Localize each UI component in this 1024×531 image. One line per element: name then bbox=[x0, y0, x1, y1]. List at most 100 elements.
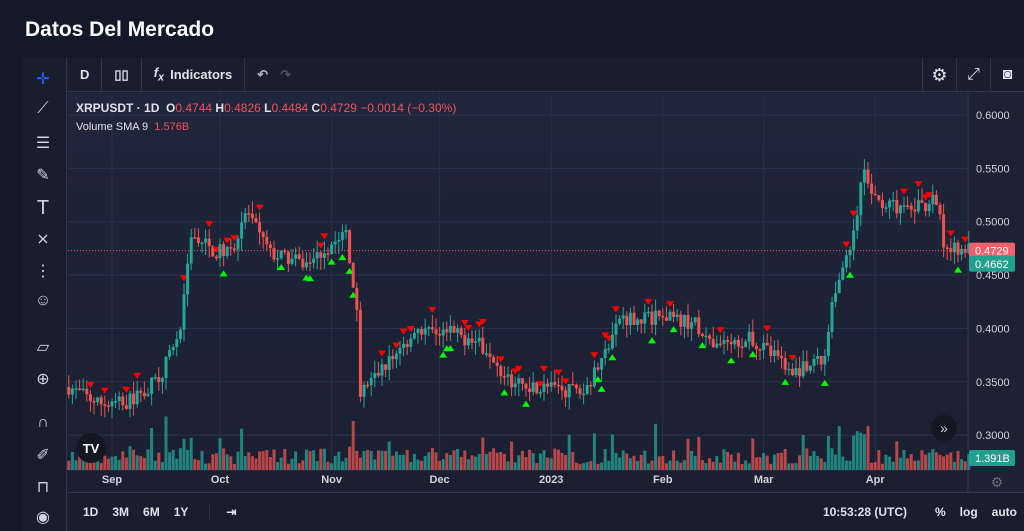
sell-signal-icon bbox=[561, 378, 570, 385]
range-1d[interactable]: 1D bbox=[83, 505, 99, 519]
volume-bar bbox=[762, 453, 766, 470]
brush-icon[interactable]: ✎ bbox=[36, 167, 50, 184]
price-axis[interactable] bbox=[968, 93, 1024, 492]
time-tick: Feb bbox=[653, 474, 673, 486]
magnet-icon[interactable]: ∩ bbox=[37, 414, 49, 431]
candle bbox=[456, 324, 460, 343]
fullscreen-icon[interactable]: ⤢ bbox=[956, 58, 990, 92]
candle bbox=[265, 230, 269, 251]
percent-toggle[interactable]: % bbox=[934, 505, 946, 519]
candle bbox=[481, 326, 485, 356]
log-toggle[interactable]: log bbox=[959, 505, 978, 519]
candle bbox=[553, 370, 557, 388]
candle bbox=[898, 204, 902, 225]
buy-signal-icon bbox=[727, 357, 736, 364]
price-tick: 0.5000 bbox=[976, 217, 1010, 229]
unlock-icon[interactable]: ⊓ bbox=[36, 479, 50, 496]
candle bbox=[243, 208, 247, 230]
volume-bar bbox=[456, 448, 460, 470]
candle bbox=[384, 364, 388, 378]
volume-bar bbox=[124, 457, 128, 470]
candle bbox=[186, 253, 190, 307]
candle bbox=[960, 245, 964, 261]
candle bbox=[132, 381, 136, 416]
volume-bar bbox=[618, 457, 622, 470]
candle bbox=[765, 333, 769, 346]
volume-bar bbox=[916, 460, 920, 470]
range-1y[interactable]: 1Y bbox=[173, 505, 189, 519]
volume-bar bbox=[848, 460, 852, 470]
goto-date-icon[interactable]: ⇥ bbox=[209, 505, 243, 519]
volume-bar bbox=[607, 460, 611, 470]
volume-bar bbox=[632, 455, 636, 470]
prediction-icon[interactable]: ⋮ bbox=[35, 263, 51, 280]
scroll-to-realtime-button[interactable] bbox=[931, 415, 957, 441]
symbol[interactable]: XRPUSDT bbox=[76, 101, 134, 115]
emoji-icon[interactable]: ☺ bbox=[34, 292, 52, 309]
candle bbox=[632, 305, 636, 326]
clock[interactable]: 10:53:28 (UTC) bbox=[822, 505, 907, 519]
volume-bar bbox=[438, 461, 442, 470]
candle bbox=[142, 381, 146, 400]
indicators-button[interactable]: fx Indicators bbox=[142, 57, 246, 92]
range-6m[interactable]: 6M bbox=[143, 505, 160, 519]
range-3m[interactable]: 3M bbox=[112, 505, 130, 519]
c-label: C bbox=[311, 101, 321, 115]
volume-bar bbox=[556, 449, 560, 470]
volume-bar bbox=[942, 456, 946, 470]
sell-signal-icon bbox=[428, 306, 437, 313]
volume-bar bbox=[463, 450, 467, 470]
chart-pane[interactable] bbox=[68, 93, 968, 492]
candle bbox=[286, 250, 290, 272]
auto-toggle[interactable]: auto bbox=[991, 505, 1017, 519]
price-chart[interactable]: 0.6000 0.5500 0.5000 0.4500 0.4000 0.3500 0.30… bbox=[22, 58, 1024, 531]
zoom-in-icon[interactable]: ⊕ bbox=[36, 371, 50, 388]
eye-icon[interactable]: ◉ bbox=[36, 509, 50, 526]
candle bbox=[528, 376, 532, 402]
candle bbox=[855, 205, 859, 239]
change-value: −0.0014 (−0.30%) bbox=[360, 101, 457, 115]
text-icon[interactable]: T bbox=[36, 196, 50, 219]
candle bbox=[639, 319, 643, 334]
volume-bar bbox=[888, 456, 892, 470]
candle bbox=[729, 333, 733, 354]
candle bbox=[319, 250, 323, 271]
time-tick: Dec bbox=[430, 474, 450, 486]
volume-bar bbox=[866, 426, 870, 470]
candle bbox=[146, 387, 150, 397]
candle bbox=[808, 365, 812, 374]
trend-line-icon[interactable]: ⟋ bbox=[37, 100, 49, 117]
candle bbox=[297, 246, 301, 261]
volume-bar bbox=[96, 455, 100, 470]
volume-bar bbox=[315, 460, 319, 470]
candle bbox=[409, 334, 413, 353]
fib-icon[interactable]: ☰ bbox=[35, 135, 51, 152]
camera-icon[interactable]: ◙ bbox=[990, 58, 1024, 92]
volume-bar bbox=[70, 451, 74, 470]
volume-bar bbox=[164, 416, 168, 470]
candle bbox=[834, 281, 838, 308]
pattern-icon[interactable]: ⨯ bbox=[36, 231, 50, 248]
volume-bar bbox=[535, 463, 539, 470]
lock-drawing-icon[interactable]: ✐ bbox=[36, 447, 50, 464]
interval-button[interactable]: D bbox=[68, 57, 103, 92]
volume-bar bbox=[369, 450, 373, 470]
candle bbox=[463, 327, 467, 356]
crosshair-icon[interactable]: ✛ bbox=[36, 71, 50, 88]
time-tick: Mar bbox=[754, 474, 774, 486]
volume-bar bbox=[538, 453, 542, 470]
volume-bar bbox=[949, 452, 953, 470]
tradingview-logo[interactable] bbox=[76, 433, 106, 463]
axis-settings-icon[interactable]: ⚙ bbox=[991, 474, 1004, 490]
candles-icon[interactable]: ▯▯ bbox=[102, 57, 142, 92]
volume-bar bbox=[819, 458, 823, 470]
volume-bar bbox=[477, 453, 481, 470]
candle bbox=[236, 235, 240, 262]
sell-signal-icon bbox=[612, 306, 620, 313]
candle bbox=[168, 344, 172, 360]
ruler-icon[interactable]: ▱ bbox=[36, 339, 50, 356]
volume-bar bbox=[247, 452, 251, 470]
volume-bar bbox=[488, 451, 492, 470]
settings-icon[interactable]: ⚙ bbox=[922, 58, 956, 92]
undo-icon[interactable]: ↶ bbox=[257, 66, 269, 82]
